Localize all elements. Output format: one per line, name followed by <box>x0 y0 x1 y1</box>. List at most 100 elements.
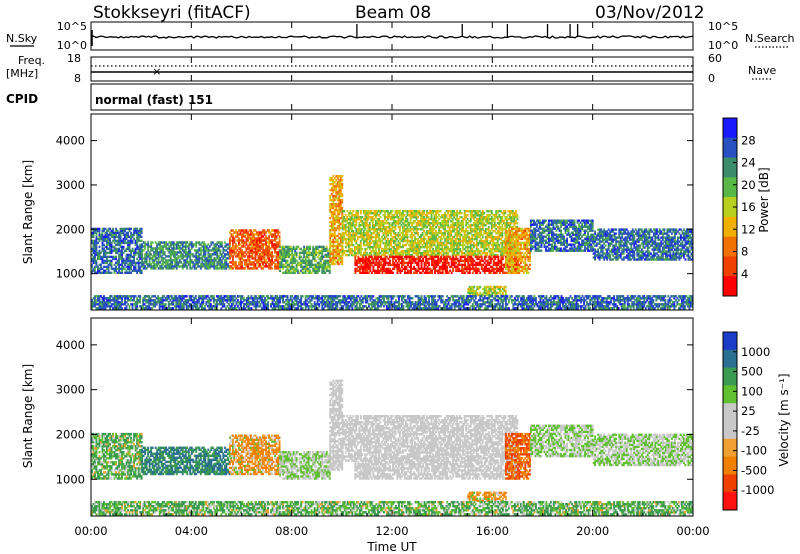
power-cell <box>160 255 163 258</box>
power-cell <box>460 212 463 215</box>
power-cell <box>465 257 468 261</box>
power-cell <box>381 253 383 257</box>
power-cell <box>127 267 129 271</box>
power-cell <box>322 247 325 251</box>
power-cell <box>403 251 406 255</box>
power-cell <box>480 218 483 221</box>
power-cell <box>485 287 488 291</box>
power-cell <box>327 255 330 259</box>
power-cell <box>274 237 276 240</box>
power-cell <box>122 257 125 261</box>
power-cell <box>440 271 443 274</box>
power-cell <box>280 249 283 253</box>
power-cell <box>260 231 263 234</box>
power-cell <box>248 229 251 232</box>
power-cell <box>483 267 486 271</box>
power-cell <box>251 261 254 264</box>
power-cell <box>163 241 166 244</box>
power-cell <box>361 235 364 239</box>
power-cell <box>514 222 517 225</box>
power-cell <box>507 210 510 213</box>
power-cell <box>378 234 380 237</box>
power-cell <box>198 257 201 260</box>
power-cell <box>131 255 134 259</box>
power-cell <box>454 218 457 221</box>
power-cell <box>157 259 160 262</box>
power-cell <box>492 226 495 229</box>
power-cell <box>307 245 310 249</box>
power-cell <box>228 245 231 248</box>
power-cell <box>178 241 181 244</box>
power-cell <box>227 253 229 256</box>
power-cell <box>125 261 128 265</box>
power-cell <box>375 269 378 272</box>
power-cell <box>399 267 402 271</box>
power-cell <box>458 263 461 267</box>
power-cell <box>418 212 421 215</box>
power-cell <box>495 255 498 259</box>
power-cell <box>211 259 214 262</box>
power-cell <box>431 263 433 267</box>
power-cell <box>350 230 353 233</box>
power-cell <box>127 227 129 231</box>
power-cell <box>291 251 294 255</box>
power-cell <box>418 243 421 247</box>
power-cell <box>378 255 381 259</box>
power-cell <box>412 210 415 213</box>
power-cell <box>441 226 444 229</box>
power-cell <box>335 218 338 222</box>
power-cell <box>364 261 367 265</box>
power-cell <box>427 245 430 249</box>
power-cell <box>415 249 418 253</box>
power-cell <box>210 257 213 260</box>
power-cell <box>259 239 261 242</box>
power-cell <box>379 228 382 231</box>
power-cell <box>495 216 498 219</box>
power-cell <box>137 263 140 267</box>
power-cell <box>118 267 120 271</box>
power-cell <box>349 212 352 215</box>
power-cell <box>280 263 283 267</box>
power-cell <box>358 251 361 255</box>
power-cell <box>110 265 113 269</box>
power-cell <box>435 212 437 215</box>
power-cell <box>471 228 474 231</box>
power-cell <box>373 212 376 215</box>
power-cell <box>451 220 454 223</box>
power-cell <box>398 263 400 267</box>
power-cell <box>387 261 390 265</box>
power-cell <box>364 234 367 237</box>
power-cell <box>442 220 445 223</box>
power-cell <box>216 263 219 266</box>
power-cell <box>245 249 248 252</box>
power-cell <box>148 263 151 266</box>
power-cell <box>338 202 341 206</box>
power-cell <box>274 231 276 234</box>
power-cell <box>497 263 500 267</box>
power-cell <box>492 269 495 272</box>
power-cell <box>324 271 327 274</box>
power-cell <box>498 271 501 274</box>
power-cell <box>489 265 492 269</box>
power-cell <box>390 210 392 213</box>
power-cell <box>254 255 257 258</box>
power-cell <box>115 269 117 272</box>
power-cell <box>378 214 380 217</box>
power-cell <box>133 229 135 233</box>
nsearch-label: N.Search <box>745 32 795 45</box>
power-cell <box>385 239 388 243</box>
power-cell <box>339 238 342 242</box>
power-cell <box>382 249 385 253</box>
power-cell <box>346 237 349 241</box>
power-cell <box>175 243 178 246</box>
power-cell <box>242 241 245 244</box>
power-cell <box>169 267 172 270</box>
power-cell <box>312 245 315 249</box>
power-cell <box>476 263 479 267</box>
power-cell <box>297 245 300 249</box>
power-cell <box>412 249 415 253</box>
power-cell <box>95 229 98 233</box>
power-cell <box>492 220 495 223</box>
power-cell <box>477 269 480 272</box>
power-cell <box>134 263 137 267</box>
